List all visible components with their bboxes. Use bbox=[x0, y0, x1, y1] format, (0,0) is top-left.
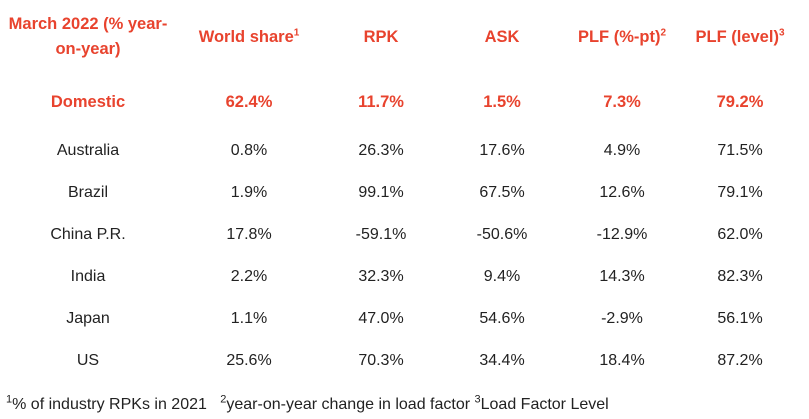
header-rpk: RPK bbox=[363, 27, 399, 46]
footnote-2-marker: 2 bbox=[220, 393, 227, 406]
cell-ask: 17.6% bbox=[479, 142, 525, 159]
cell-rpk: 26.3% bbox=[358, 142, 404, 159]
table-row: Brazil 1.9% 99.1% 67.5% 12.6% 79.1% bbox=[0, 172, 800, 214]
footnote-3-text: Load Factor Level bbox=[480, 396, 609, 413]
cell-rpk: -59.1% bbox=[355, 226, 407, 243]
cell-plf-pt: -12.9% bbox=[596, 226, 648, 243]
header-plf-pt-label: PLF (%-pt) bbox=[577, 27, 661, 46]
footnotes: 1% of industry RPKs in 2021 2year-on-yea… bbox=[6, 393, 609, 414]
cell-world-share: 25.6% bbox=[226, 352, 272, 369]
table-row: US 25.6% 70.3% 34.4% 18.4% 87.2% bbox=[0, 340, 800, 382]
header-row: March 2022 (% year-on-year) World share1… bbox=[0, 6, 800, 68]
cell-ask: 1.5% bbox=[483, 92, 521, 111]
cell-plf-pt: 18.4% bbox=[599, 352, 645, 369]
cell-plf-level: 56.1% bbox=[717, 310, 763, 327]
cell-rpk: 99.1% bbox=[358, 184, 404, 201]
cell-plf-pt: 12.6% bbox=[599, 184, 645, 201]
cell-plf-level: 71.5% bbox=[717, 142, 763, 159]
header-period: March 2022 (% year-on-year) bbox=[8, 15, 168, 58]
cell-rpk: 47.0% bbox=[358, 310, 404, 327]
footnote-marker-3: 3 bbox=[778, 27, 785, 38]
row-label: Japan bbox=[66, 310, 110, 327]
header-plf-level: PLF (level)3 bbox=[680, 6, 800, 68]
cell-plf-level: 82.3% bbox=[717, 268, 763, 285]
row-label: China P.R. bbox=[50, 226, 126, 243]
header-world-share-label: World share bbox=[198, 27, 294, 46]
cell-plf-pt: -2.9% bbox=[601, 310, 643, 327]
cell-plf-pt: 14.3% bbox=[599, 268, 645, 285]
cell-world-share: 1.1% bbox=[230, 310, 268, 327]
table-row: Australia 0.8% 26.3% 17.6% 4.9% 71.5% bbox=[0, 130, 800, 172]
row-label: India bbox=[70, 268, 106, 285]
row-label: Australia bbox=[56, 142, 120, 159]
header-ask: ASK bbox=[484, 27, 520, 46]
cell-plf-level: 62.0% bbox=[717, 226, 763, 243]
cell-ask: -50.6% bbox=[476, 226, 528, 243]
cell-world-share: 17.8% bbox=[226, 226, 272, 243]
cell-plf-pt: 4.9% bbox=[603, 142, 641, 159]
cell-world-share: 62.4% bbox=[225, 92, 273, 111]
cell-plf-level: 79.2% bbox=[716, 92, 764, 111]
cell-ask: 9.4% bbox=[483, 268, 521, 285]
cell-world-share: 2.2% bbox=[230, 268, 268, 285]
cell-ask: 34.4% bbox=[479, 352, 525, 369]
footnote-1-marker: 1 bbox=[6, 393, 13, 406]
cell-rpk: 70.3% bbox=[358, 352, 404, 369]
cell-plf-level: 79.1% bbox=[717, 184, 763, 201]
row-label: Domestic bbox=[50, 92, 126, 111]
cell-rpk: 32.3% bbox=[358, 268, 404, 285]
cell-world-share: 0.8% bbox=[230, 142, 268, 159]
footnote-marker-2: 2 bbox=[660, 27, 667, 38]
footnote-3-marker: 3 bbox=[474, 393, 481, 406]
footnote-marker-1: 1 bbox=[293, 27, 300, 38]
cell-ask: 54.6% bbox=[479, 310, 525, 327]
cell-rpk: 11.7% bbox=[358, 92, 404, 111]
header-world-share: World share1 bbox=[176, 6, 322, 68]
footnote-2-text: year-on-year change in load factor bbox=[226, 396, 475, 413]
header-plf-level-label: PLF (level) bbox=[695, 27, 779, 46]
cell-plf-level: 87.2% bbox=[717, 352, 763, 369]
header-plf-pt: PLF (%-pt)2 bbox=[564, 6, 680, 68]
table-row: Japan 1.1% 47.0% 54.6% -2.9% 56.1% bbox=[0, 298, 800, 340]
row-label: US bbox=[76, 352, 100, 369]
table-row-domestic: Domestic 62.4% 11.7% 1.5% 7.3% 79.2% bbox=[0, 68, 800, 130]
table-row: India 2.2% 32.3% 9.4% 14.3% 82.3% bbox=[0, 256, 800, 298]
cell-ask: 67.5% bbox=[479, 184, 525, 201]
cell-plf-pt: 7.3% bbox=[603, 92, 641, 111]
cell-world-share: 1.9% bbox=[230, 184, 268, 201]
row-label: Brazil bbox=[67, 184, 108, 201]
traffic-table: March 2022 (% year-on-year) World share1… bbox=[0, 6, 800, 382]
table-row: China P.R. 17.8% -59.1% -50.6% -12.9% 62… bbox=[0, 214, 800, 256]
footnote-1-text: % of industry RPKs in 2021 bbox=[12, 396, 207, 413]
